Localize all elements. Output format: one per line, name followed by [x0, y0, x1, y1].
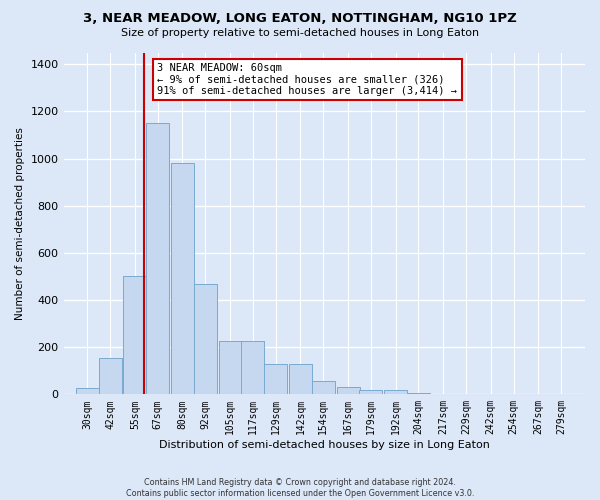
Bar [98, 358, 122, 395]
Text: 3 NEAR MEADOW: 60sqm
← 9% of semi-detached houses are smaller (326)
91% of semi-: 3 NEAR MEADOW: 60sqm ← 9% of semi-detach… [157, 63, 457, 96]
Bar [264, 364, 287, 394]
Bar [171, 164, 194, 394]
Text: Contains HM Land Registry data © Crown copyright and database right 2024.
Contai: Contains HM Land Registry data © Crown c… [126, 478, 474, 498]
Bar [76, 388, 99, 394]
Text: 3, NEAR MEADOW, LONG EATON, NOTTINGHAM, NG10 1PZ: 3, NEAR MEADOW, LONG EATON, NOTTINGHAM, … [83, 12, 517, 26]
Bar [241, 342, 265, 394]
X-axis label: Distribution of semi-detached houses by size in Long Eaton: Distribution of semi-detached houses by … [159, 440, 490, 450]
Bar [146, 123, 169, 394]
Bar [359, 390, 382, 394]
Bar [407, 393, 430, 394]
Bar [312, 382, 335, 394]
Bar [218, 342, 242, 394]
Text: Size of property relative to semi-detached houses in Long Eaton: Size of property relative to semi-detach… [121, 28, 479, 38]
Bar [124, 276, 146, 394]
Bar [289, 364, 312, 394]
Y-axis label: Number of semi-detached properties: Number of semi-detached properties [15, 127, 25, 320]
Bar [384, 390, 407, 394]
Bar [337, 388, 359, 394]
Bar [194, 284, 217, 395]
